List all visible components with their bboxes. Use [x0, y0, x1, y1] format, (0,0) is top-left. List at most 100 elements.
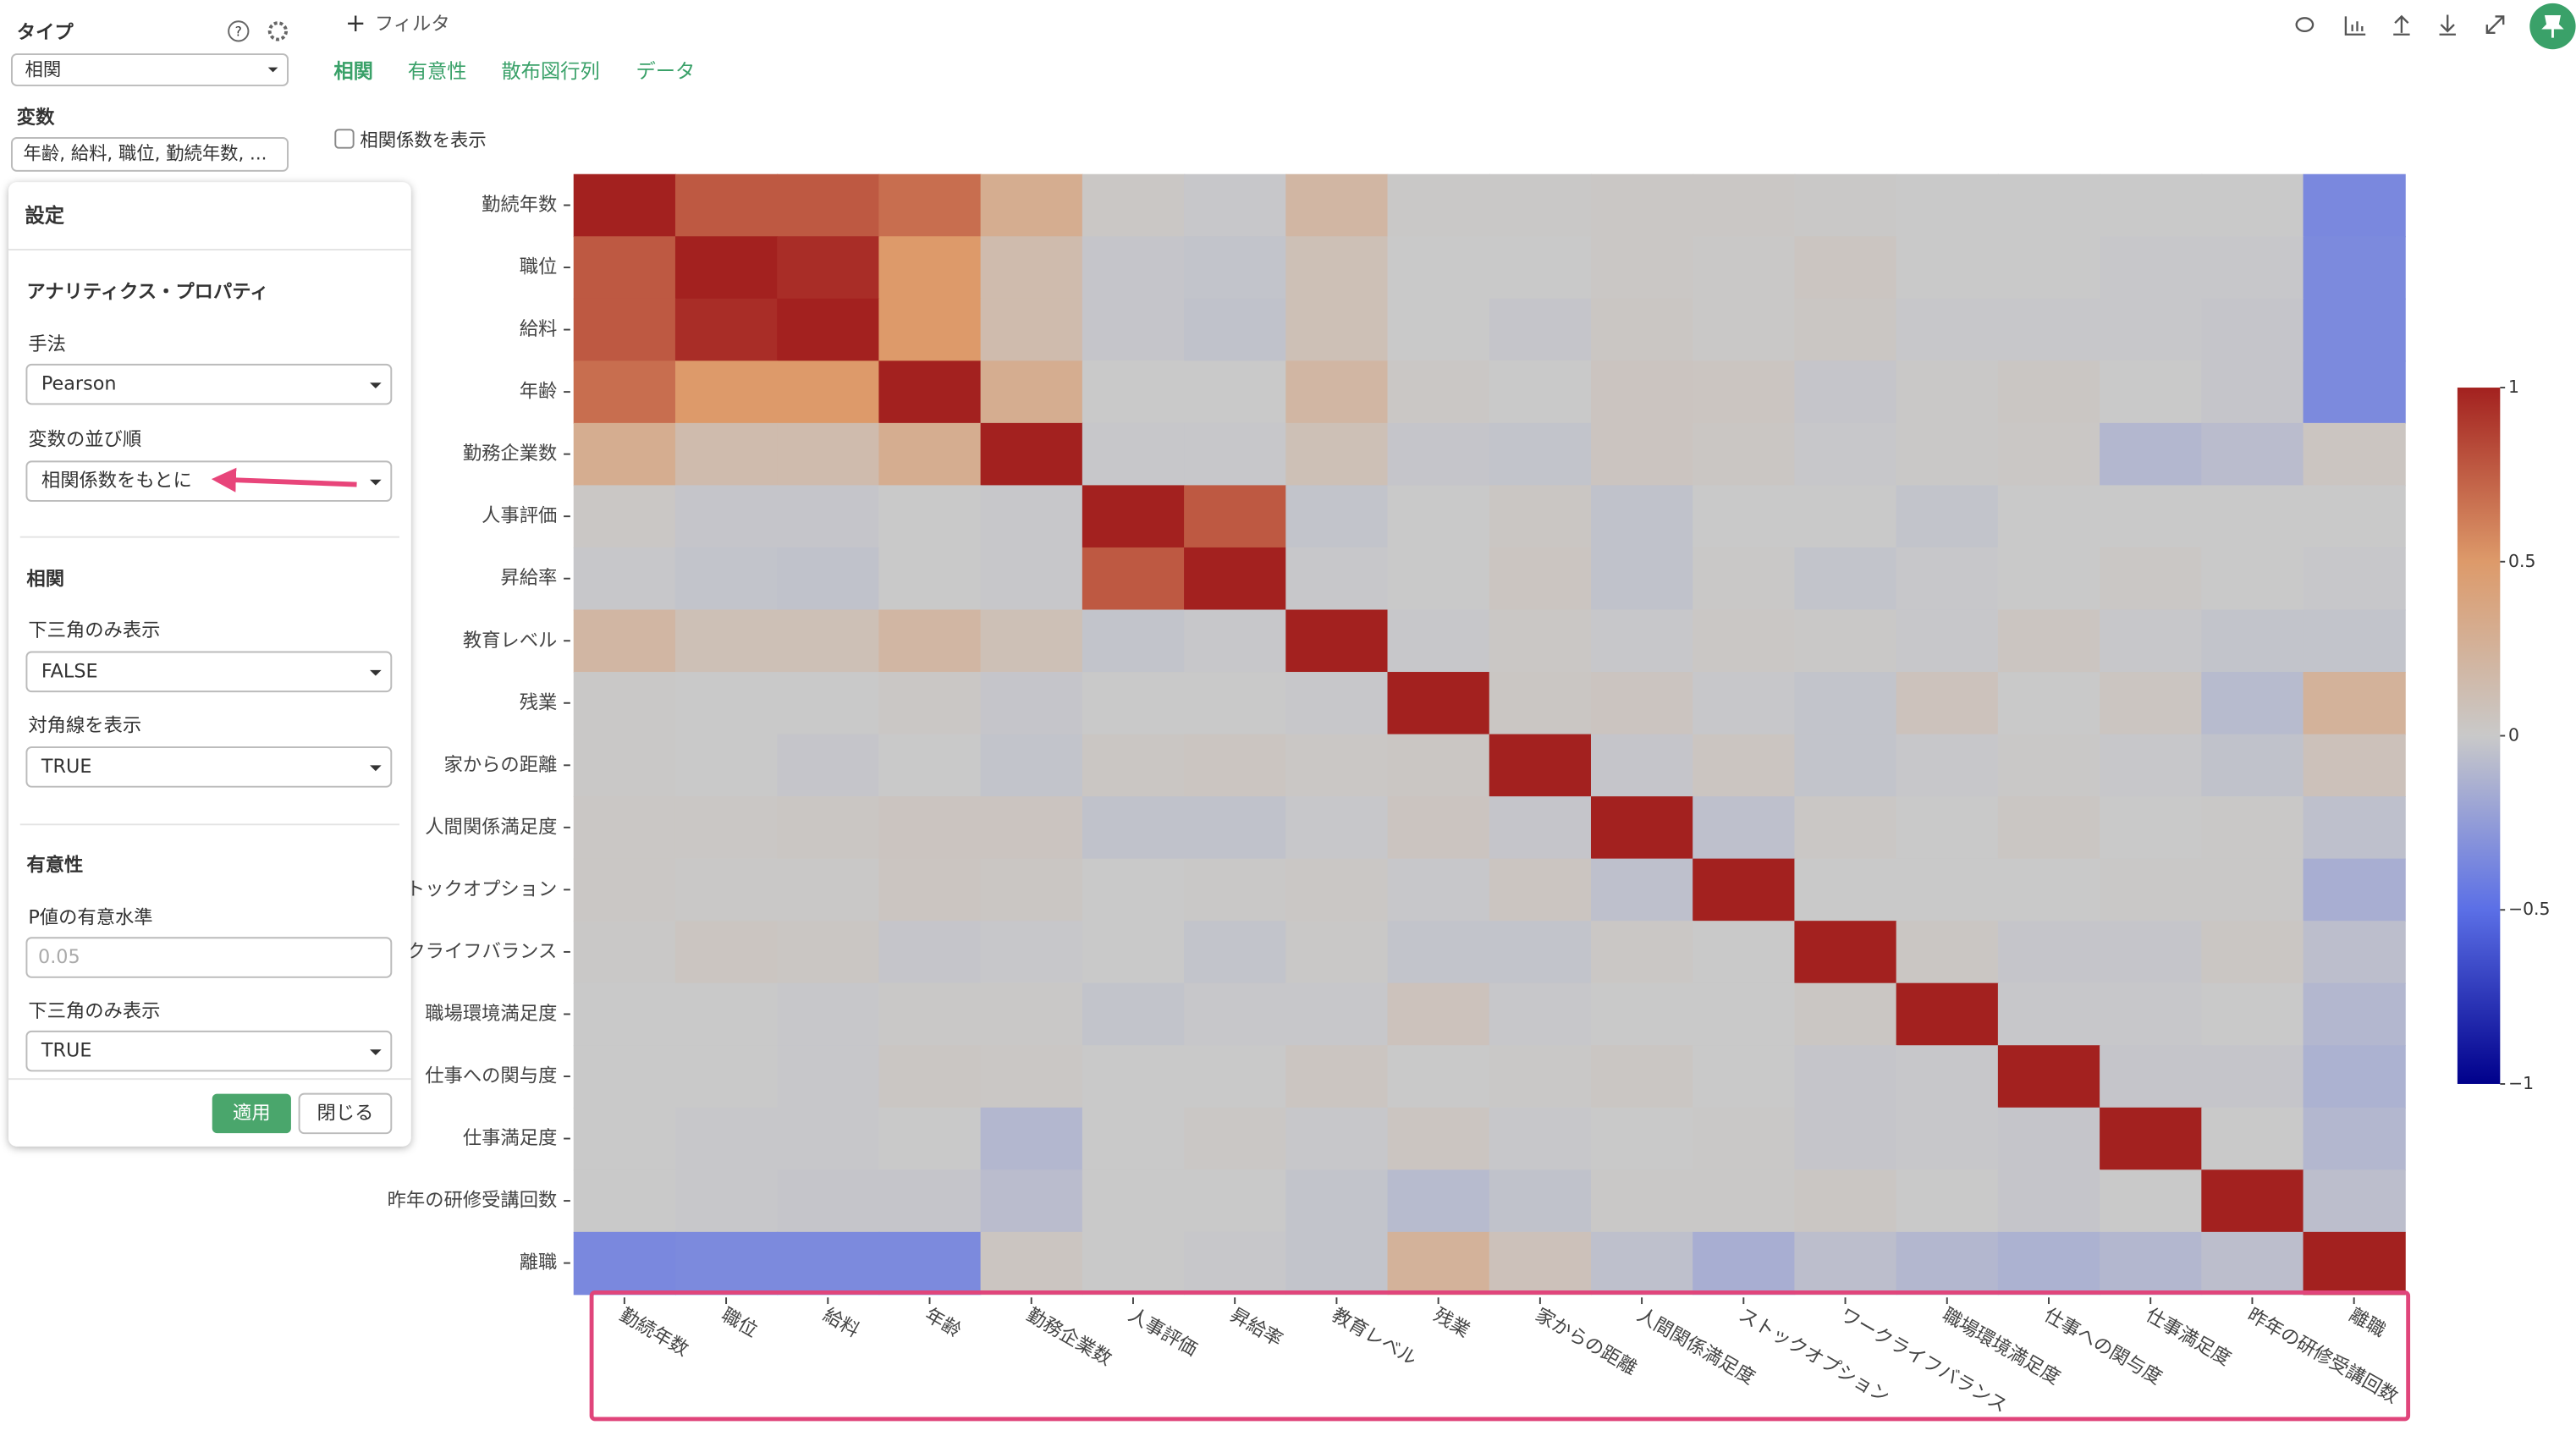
- lower-select[interactable]: [25, 651, 393, 693]
- plus-icon[interactable]: +: [345, 8, 366, 37]
- heatmap-cell: [878, 236, 982, 300]
- heatmap-cell: [1184, 236, 1287, 300]
- section-title: アナリティクス・プロパティ: [26, 281, 268, 303]
- heatmap-cell: [777, 672, 880, 735]
- lower2-select[interactable]: [25, 1030, 393, 1072]
- y-tick-label: 勤務企業数: [463, 443, 558, 465]
- heatmap-cell: [2100, 360, 2203, 424]
- heatmap-cell: [1693, 1107, 1796, 1171]
- heatmap-cell: [1285, 298, 1389, 362]
- heatmap-cell: [878, 1231, 982, 1296]
- heatmap-cell: [1794, 982, 1897, 1047]
- y-tick-label: 昨年の研修受講回数: [388, 1190, 558, 1212]
- y-tick-label: 職位: [520, 256, 558, 278]
- upload-icon[interactable]: [2393, 14, 2410, 36]
- expand-icon[interactable]: [2485, 15, 2505, 34]
- heatmap-cell: [1387, 796, 1490, 860]
- tab[interactable]: データ: [636, 60, 695, 83]
- tab[interactable]: 有意性: [408, 60, 467, 83]
- heatmap-cell: [1693, 360, 1796, 424]
- heatmap-cell: [1590, 173, 1694, 238]
- heatmap-cell: [1285, 672, 1389, 735]
- heatmap-cell: [1489, 236, 1592, 300]
- heatmap-cell: [980, 921, 1083, 984]
- heatmap-cell: [2100, 547, 2203, 611]
- field-value: Pearson: [41, 373, 117, 395]
- heatmap-cell: [777, 1107, 880, 1171]
- download-icon[interactable]: [2439, 14, 2456, 36]
- heatmap-cell: [980, 236, 1083, 300]
- heatmap-cell: [2303, 858, 2406, 922]
- tab[interactable]: 相関: [333, 60, 373, 83]
- heatmap-cell: [1794, 921, 1897, 984]
- heatmap-cell: [674, 547, 779, 611]
- heatmap-cell: [573, 1169, 676, 1233]
- checkbox-label[interactable]: 相関係数を表示: [360, 130, 486, 151]
- heatmap-cell: [2303, 298, 2406, 362]
- apply-label: 適用: [233, 1102, 271, 1124]
- type-select[interactable]: [10, 53, 289, 86]
- heatmap-cell: [1184, 982, 1287, 1047]
- gear-icon[interactable]: [267, 21, 289, 41]
- heatmap-cell: [674, 734, 779, 798]
- heatmap-cell: [1693, 298, 1796, 362]
- heatmap-cell: [674, 1231, 779, 1296]
- variables-select[interactable]: [10, 137, 289, 172]
- annotation-box: [589, 1290, 2411, 1422]
- heatmap-cell: [878, 734, 982, 798]
- heatmap-cell: [1285, 1231, 1389, 1296]
- tab[interactable]: 散布図行列: [501, 60, 599, 83]
- heatmap-cell: [1693, 547, 1796, 611]
- order-select[interactable]: [25, 460, 393, 502]
- x-tick-label: 年齢: [921, 1304, 965, 1342]
- apply-button[interactable]: [212, 1093, 291, 1134]
- heatmap-cell: [1997, 796, 2101, 860]
- heatmap-cell: [2201, 360, 2304, 424]
- plot: 勤続年数職位給料年齢勤務企業数人事評価昇給率教育レベル残業家からの距離人間関係満…: [369, 173, 2550, 1417]
- p-input[interactable]: [25, 937, 393, 978]
- heatmap-cell: [777, 236, 880, 300]
- heatmap-cell: [1997, 236, 2101, 300]
- filter-button[interactable]: フィルタ: [375, 14, 450, 36]
- heatmap-cell: [1082, 796, 1186, 860]
- heatmap-cell: [2201, 173, 2304, 238]
- heatmap-cell: [878, 298, 982, 362]
- heatmap-cell: [1489, 485, 1592, 548]
- heatmap-cell: [1489, 1231, 1592, 1296]
- heatmap-cell: [1285, 609, 1389, 673]
- heatmap-cell: [674, 173, 779, 238]
- heatmap-cell: [1997, 1169, 2101, 1233]
- heatmap-cell: [573, 298, 676, 362]
- heatmap-cell: [1285, 422, 1389, 487]
- heatmap-cell: [2100, 485, 2203, 548]
- method-select[interactable]: [25, 363, 393, 405]
- pin-icon: [2541, 14, 2564, 38]
- heatmap-cell: [573, 236, 676, 300]
- heatmap-cell: [1693, 1169, 1796, 1233]
- colorbar-tick-label: −1: [2508, 1073, 2534, 1093]
- heatmap-cell: [1896, 547, 1999, 611]
- diagonal-select[interactable]: [25, 746, 393, 788]
- heatmap-cell: [1184, 1169, 1287, 1233]
- heatmap-cell: [1794, 858, 1897, 922]
- checkbox[interactable]: [334, 129, 355, 149]
- heatmap-cell: [2201, 982, 2304, 1047]
- heatmap-cell: [1693, 609, 1796, 673]
- x-tick-label: 仕事満足度: [2142, 1304, 2235, 1370]
- heatmap-cell: [777, 360, 880, 424]
- chart-icon[interactable]: [2344, 16, 2366, 36]
- comment-icon[interactable]: [2295, 17, 2315, 33]
- heatmap-cell: [2303, 672, 2406, 735]
- heatmap-cell: [2201, 1045, 2304, 1109]
- heatmap-cell: [1693, 921, 1796, 984]
- heatmap-cell: [573, 1045, 676, 1109]
- tabs: 相関 有意性 散布図行列 データ: [333, 60, 695, 83]
- heatmap-cell: [1896, 298, 1999, 362]
- heatmap-cell: [1590, 422, 1694, 487]
- heatmap-cell: [980, 1107, 1083, 1171]
- help-icon[interactable]: [228, 20, 250, 42]
- heatmap-cell: [777, 734, 880, 798]
- close-button[interactable]: [298, 1092, 393, 1135]
- y-tick-label: 家からの距離: [444, 754, 558, 776]
- heatmap-cell: [1794, 609, 1897, 673]
